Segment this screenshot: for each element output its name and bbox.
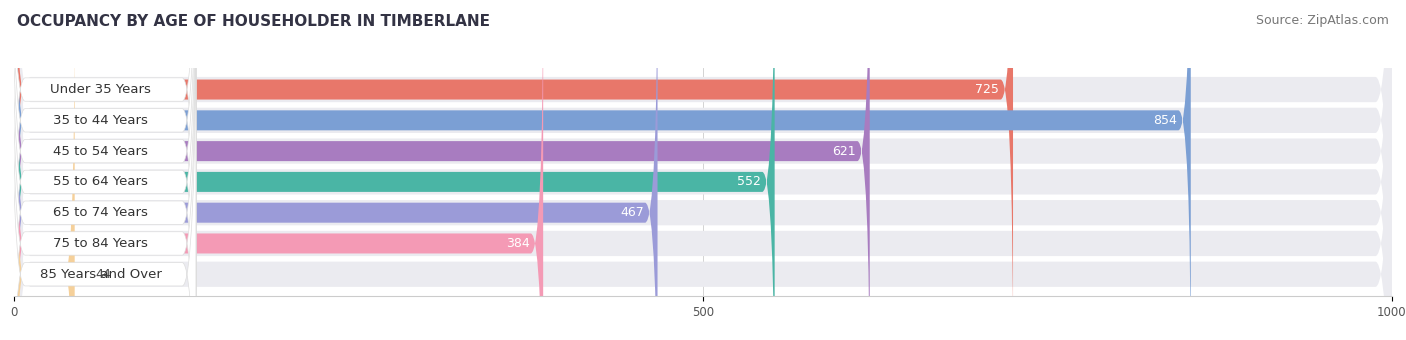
FancyBboxPatch shape xyxy=(11,0,195,340)
FancyBboxPatch shape xyxy=(11,0,195,340)
Text: 44: 44 xyxy=(96,268,111,281)
FancyBboxPatch shape xyxy=(14,0,1392,340)
FancyBboxPatch shape xyxy=(14,0,658,340)
Text: 854: 854 xyxy=(1153,114,1177,127)
FancyBboxPatch shape xyxy=(11,0,195,340)
FancyBboxPatch shape xyxy=(14,0,1392,340)
Text: 45 to 54 Years: 45 to 54 Years xyxy=(53,144,148,158)
FancyBboxPatch shape xyxy=(14,0,1392,340)
FancyBboxPatch shape xyxy=(14,0,775,340)
Text: 725: 725 xyxy=(976,83,1000,96)
Text: 35 to 44 Years: 35 to 44 Years xyxy=(53,114,148,127)
FancyBboxPatch shape xyxy=(14,0,1191,340)
Text: OCCUPANCY BY AGE OF HOUSEHOLDER IN TIMBERLANE: OCCUPANCY BY AGE OF HOUSEHOLDER IN TIMBE… xyxy=(17,14,489,29)
FancyBboxPatch shape xyxy=(14,0,1392,340)
FancyBboxPatch shape xyxy=(14,0,1392,340)
FancyBboxPatch shape xyxy=(11,0,195,340)
Text: Under 35 Years: Under 35 Years xyxy=(51,83,152,96)
FancyBboxPatch shape xyxy=(14,0,870,340)
Text: 75 to 84 Years: 75 to 84 Years xyxy=(53,237,148,250)
FancyBboxPatch shape xyxy=(14,0,1392,340)
Text: 621: 621 xyxy=(832,144,856,158)
FancyBboxPatch shape xyxy=(11,0,195,340)
Text: 467: 467 xyxy=(620,206,644,219)
Text: 85 Years and Over: 85 Years and Over xyxy=(39,268,162,281)
FancyBboxPatch shape xyxy=(11,0,195,340)
Text: 55 to 64 Years: 55 to 64 Years xyxy=(53,175,148,188)
Text: Source: ZipAtlas.com: Source: ZipAtlas.com xyxy=(1256,14,1389,27)
FancyBboxPatch shape xyxy=(14,0,543,340)
FancyBboxPatch shape xyxy=(14,0,1014,340)
Text: 552: 552 xyxy=(737,175,761,188)
FancyBboxPatch shape xyxy=(14,7,75,340)
FancyBboxPatch shape xyxy=(11,0,195,340)
Text: 384: 384 xyxy=(506,237,530,250)
Text: 65 to 74 Years: 65 to 74 Years xyxy=(53,206,148,219)
FancyBboxPatch shape xyxy=(14,0,1392,340)
